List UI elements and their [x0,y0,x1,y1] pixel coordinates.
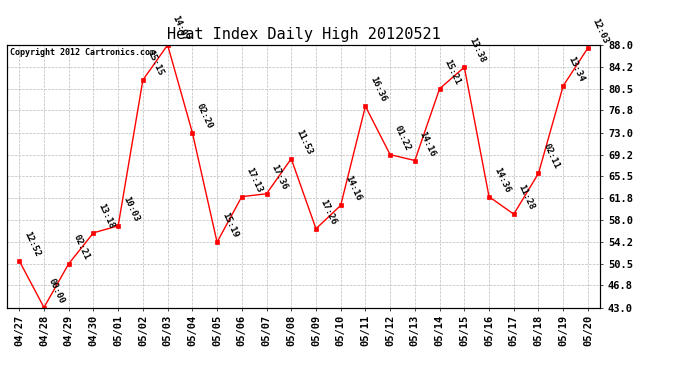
Text: Copyright 2012 Cartronics.com: Copyright 2012 Cartronics.com [10,48,155,57]
Text: 02:20: 02:20 [195,102,215,130]
Text: 15:19: 15:19 [220,211,239,239]
Text: 14:16: 14:16 [344,174,363,202]
Text: 02:21: 02:21 [72,233,91,261]
Text: 13:18: 13:18 [96,202,116,230]
Text: 12:03: 12:03 [591,17,610,45]
Text: 11:28: 11:28 [517,183,536,211]
Text: 14:16: 14:16 [417,129,437,158]
Text: 11:53: 11:53 [294,128,313,156]
Text: 00:00: 00:00 [47,276,66,305]
Text: 15:15: 15:15 [146,49,165,77]
Text: 10:03: 10:03 [121,195,141,223]
Text: 17:13: 17:13 [244,166,264,194]
Text: 15:21: 15:21 [442,58,462,86]
Text: 17:36: 17:36 [269,163,289,191]
Text: 01:22: 01:22 [393,124,413,152]
Text: 14:36: 14:36 [492,166,511,194]
Text: 02:11: 02:11 [541,142,561,171]
Text: 12:52: 12:52 [22,230,41,258]
Text: 13:38: 13:38 [467,36,486,64]
Text: 13:34: 13:34 [566,55,586,83]
Text: 14:07: 14:07 [170,14,190,42]
Text: 16:36: 16:36 [368,75,388,104]
Title: Heat Index Daily High 20120521: Heat Index Daily High 20120521 [167,27,440,42]
Text: 17:26: 17:26 [319,198,338,226]
